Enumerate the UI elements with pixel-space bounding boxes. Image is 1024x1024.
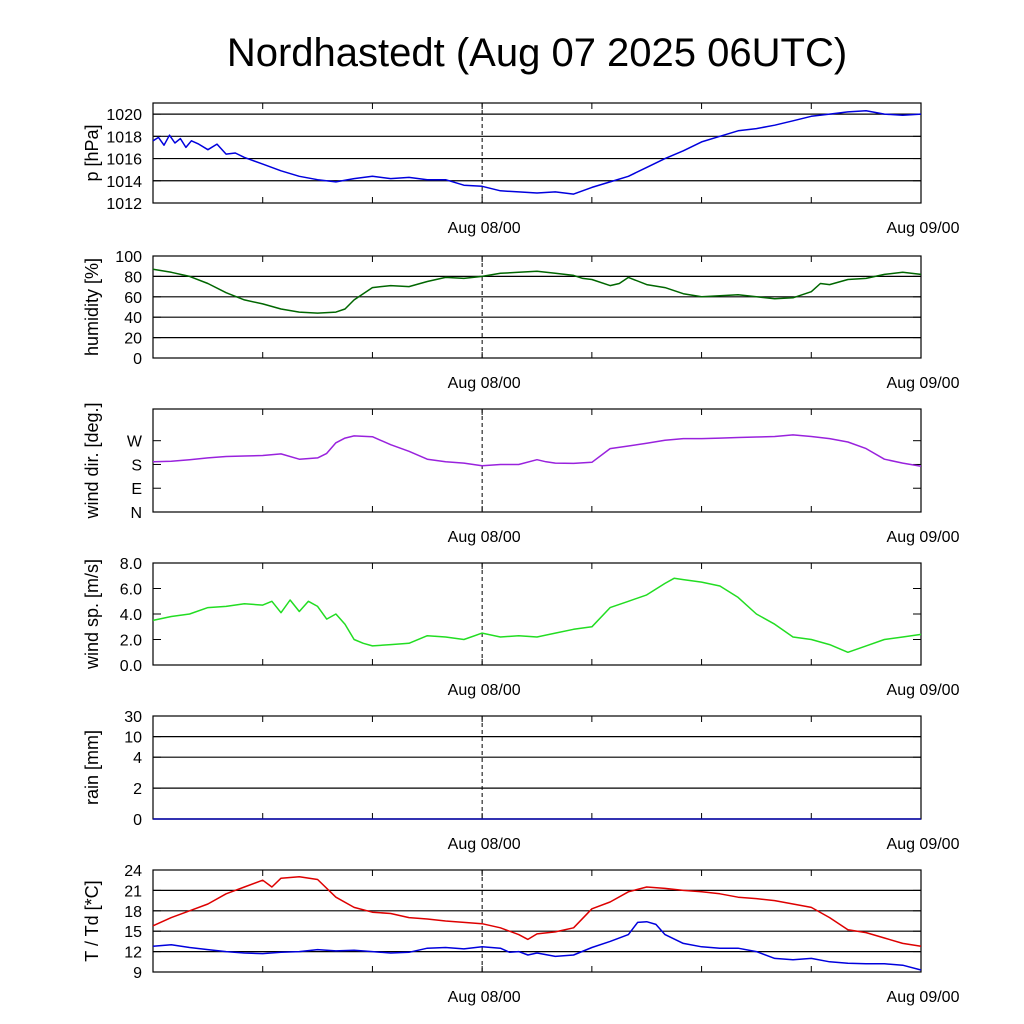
y-tick-label: 80 (124, 269, 142, 286)
y-tick-label: 40 (124, 310, 142, 327)
y-tick-label: E (131, 481, 142, 498)
y-tick-label: 9 (133, 965, 142, 982)
x-tick-label: Aug 08/00 (448, 682, 521, 699)
panel-wind-speed: 0.0 2.0 4.0 6.0 8.0 wind sp. [m/s] Aug 08/00 Au… (82, 556, 960, 699)
y-tick-label: 1014 (106, 174, 142, 191)
series-line-pressure-0 (152, 110, 922, 195)
x-tick-label: Aug 09/00 (887, 220, 960, 237)
y-axis-label: T / Td [*C] (82, 880, 102, 961)
y-tick-label: 2 (133, 781, 142, 798)
y-tick-label: 30 (124, 709, 142, 726)
y-tick-label: 21 (124, 883, 142, 900)
plot-frame (152, 562, 922, 666)
plot-frame (152, 869, 922, 973)
y-tick-label: 0.0 (120, 658, 142, 675)
y-axis-label: wind sp. [m/s] (82, 559, 102, 670)
y-tick-label: 4 (133, 750, 142, 767)
y-axis-label: humidity [%] (82, 258, 102, 356)
y-tick-label: 8.0 (120, 556, 142, 573)
plot-frame (152, 715, 922, 820)
y-axis-label: p [hPa] (82, 124, 102, 181)
y-tick-label: 1018 (106, 129, 142, 146)
y-tick-label: 12 (124, 945, 142, 962)
x-tick-label: Aug 09/00 (887, 529, 960, 546)
panel-rain: 0 2 4 10 30 rain [mm] Aug 08/00 Aug 09/00 (82, 709, 960, 853)
y-tick-label: 24 (124, 863, 142, 880)
y-axis-label: wind dir. [deg.] (82, 402, 102, 519)
y-axis-label: rain [mm] (82, 730, 102, 805)
x-tick-label: Aug 09/00 (887, 682, 960, 699)
series-line-wind-speed-0 (152, 577, 922, 654)
y-tick-label: 4.0 (120, 607, 142, 624)
y-tick-label: 1016 (106, 152, 142, 169)
x-tick-label: Aug 09/00 (887, 375, 960, 392)
chart-title: Nordhastedt (Aug 07 2025 06UTC) (227, 31, 847, 75)
y-tick-label: 2.0 (120, 633, 142, 650)
y-tick-label: 20 (124, 331, 142, 348)
x-tick-label: Aug 09/00 (887, 989, 960, 1006)
y-tick-label: N (130, 505, 142, 522)
y-tick-label: 1020 (106, 107, 142, 124)
y-tick-label: 10 (124, 730, 142, 747)
y-tick-label: 60 (124, 290, 142, 307)
x-tick-label: Aug 09/00 (887, 836, 960, 853)
y-tick-label: 1012 (106, 196, 142, 213)
y-tick-label: 100 (115, 249, 142, 266)
y-tick-label: 18 (124, 904, 142, 921)
x-tick-label: Aug 08/00 (448, 220, 521, 237)
y-tick-label: 0 (133, 351, 142, 368)
plot-frame (152, 102, 922, 204)
panel-humidity: 0 20 40 60 80 100 humidity [%] Aug 08/00 Aug 09/… (82, 249, 960, 392)
panel-temperature: 9 12 15 18 21 24 T / Td [*C] Aug 08/00 Aug 09/00 (82, 863, 960, 1006)
x-tick-label: Aug 08/00 (448, 529, 521, 546)
y-tick-label: 0 (133, 812, 142, 829)
y-tick-label: 15 (124, 924, 142, 941)
x-tick-label: Aug 08/00 (448, 375, 521, 392)
series-line-wind-direction-0 (152, 434, 922, 468)
series-line-temperature-0 (152, 876, 922, 947)
x-tick-label: Aug 08/00 (448, 836, 521, 853)
plot-frame (152, 408, 922, 513)
plot-frame (152, 255, 922, 359)
series-line-humidity-0 (152, 268, 922, 314)
x-tick-label: Aug 08/00 (448, 989, 521, 1006)
series-line-temperature-1 (152, 920, 922, 971)
y-tick-label: 6.0 (120, 582, 142, 599)
y-tick-label: W (127, 434, 143, 451)
y-tick-label: S (131, 457, 142, 474)
